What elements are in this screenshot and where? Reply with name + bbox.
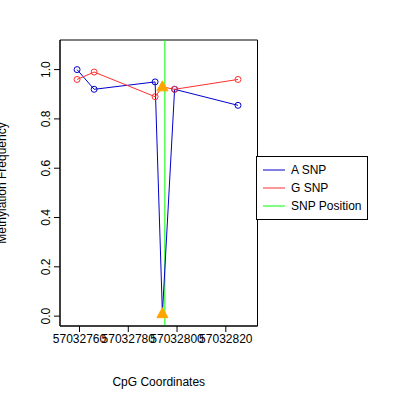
- svg-text:57032820: 57032820: [199, 332, 253, 346]
- html-text:G SNP: G SNP: [291, 181, 329, 195]
- svg-text:0.6: 0.6: [39, 160, 53, 177]
- svg-text:0.4: 0.4: [39, 209, 53, 226]
- svg-text:Methylation Frequency: Methylation Frequency: [8, 122, 9, 243]
- html-text:A SNP: A SNP: [291, 163, 327, 177]
- svg-text:1.0: 1.0: [39, 61, 53, 78]
- svg-text:0.2: 0.2: [39, 258, 53, 275]
- svg-text:CpG Coordinates: CpG Coordinates: [112, 375, 205, 389]
- svg-text:57032780: 57032780: [102, 332, 156, 346]
- svg-text:57032800: 57032800: [150, 332, 204, 346]
- svg-text:0.8: 0.8: [39, 110, 53, 127]
- html-text:SNP Position: SNP Position: [291, 199, 362, 213]
- svg-text:57032760: 57032760: [53, 332, 107, 346]
- svg-text:0.0: 0.0: [39, 307, 53, 324]
